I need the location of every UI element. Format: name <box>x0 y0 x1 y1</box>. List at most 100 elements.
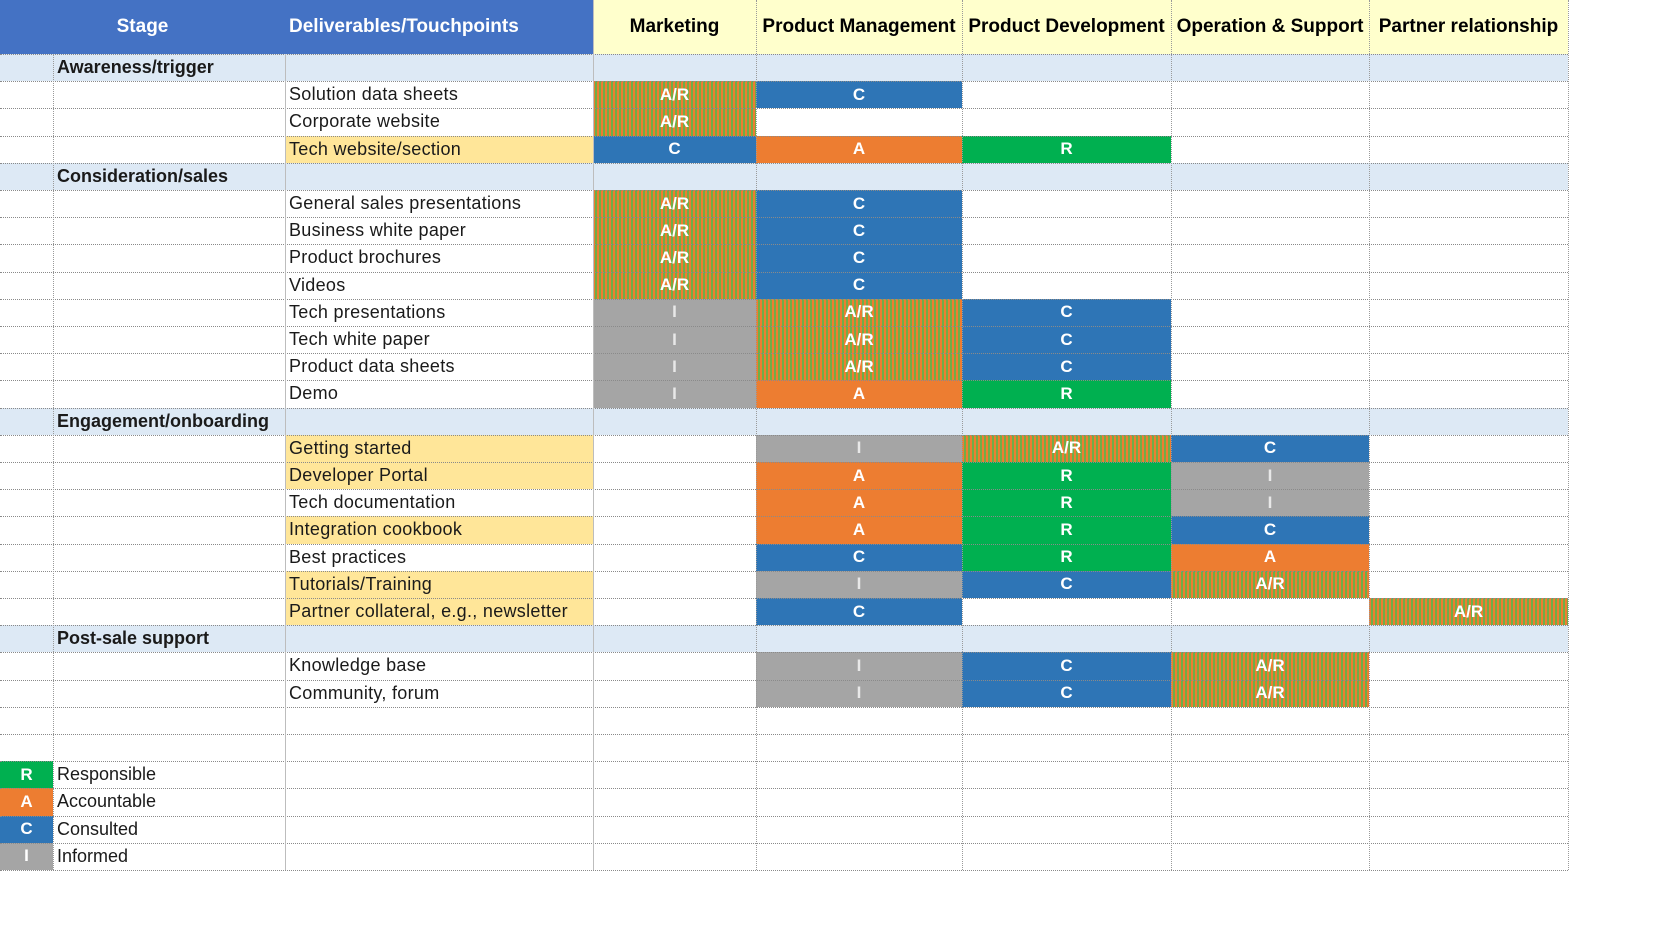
raci-cell: A/R <box>756 326 962 354</box>
raci-cell: I <box>593 326 756 354</box>
column-gridline <box>593 0 594 870</box>
deliverable-label: Community, forum <box>289 682 440 703</box>
raci-cell: C <box>756 190 962 218</box>
row-gridline <box>0 54 1568 55</box>
raci-cell: A <box>756 380 962 408</box>
raci-cell: C <box>1171 516 1369 544</box>
column-header-product-management: Product Management <box>756 0 962 54</box>
row-gridline <box>0 734 1568 735</box>
raci-cell: A <box>1171 543 1369 571</box>
stage-label: Engagement/onboarding <box>57 410 270 431</box>
deliverable-label: Tech documentation <box>289 492 456 513</box>
raci-cell: C <box>962 679 1171 707</box>
column-gridline <box>1171 0 1172 870</box>
deliverable-label: Tutorials/Training <box>285 570 593 598</box>
deliverable-label: Product data sheets <box>289 356 455 377</box>
legend-chip-i: I <box>0 842 53 870</box>
raci-cell: A/R <box>1171 570 1369 598</box>
deliverable-label: Solution data sheets <box>289 84 459 105</box>
deliverable-label: Demo <box>289 383 339 404</box>
stage-band <box>0 54 1568 82</box>
raci-cell: I <box>756 679 962 707</box>
column-gridline <box>1568 0 1569 870</box>
deliverable-label: Tech presentations <box>289 301 446 322</box>
deliverable-label: Developer Portal <box>285 462 593 490</box>
raci-cell: I <box>593 353 756 381</box>
column-header-operation-support: Operation & Support <box>1171 0 1369 54</box>
row-gridline <box>0 625 1568 627</box>
row-gridline <box>0 190 1568 191</box>
row-gridline <box>0 407 1568 409</box>
raci-cell: C <box>593 135 756 163</box>
deliverable-label: Business white paper <box>289 220 467 241</box>
row-gridline <box>0 135 1568 137</box>
column-header-product-development: Product Development <box>962 0 1171 54</box>
row-gridline <box>0 271 1568 273</box>
stage-label: Consideration/sales <box>57 165 229 186</box>
raci-cell: I <box>593 298 756 326</box>
raci-cell: A/R <box>1369 598 1568 626</box>
row-gridline <box>0 434 1568 436</box>
row-gridline <box>0 788 1568 790</box>
raci-cell: A <box>756 489 962 517</box>
row-gridline <box>0 244 1568 246</box>
raci-cell: A/R <box>1171 679 1369 707</box>
row-gridline <box>0 462 1568 463</box>
raci-cell: A/R <box>593 81 756 109</box>
legend-label: Responsible <box>57 764 157 785</box>
raci-cell: R <box>962 489 1171 517</box>
row-gridline <box>0 217 1568 219</box>
row-gridline <box>0 516 1568 518</box>
deliverable-label: Corporate website <box>289 111 441 132</box>
raci-cell: A/R <box>962 434 1171 462</box>
row-gridline <box>0 679 1568 681</box>
column-header-partner-relationship: Partner relationship <box>1369 0 1568 54</box>
raci-cell: C <box>962 353 1171 381</box>
raci-cell: R <box>962 543 1171 571</box>
raci-cell: C <box>962 652 1171 680</box>
raci-cell: C <box>756 217 962 245</box>
stage-band <box>0 162 1568 190</box>
raci-cell: C <box>962 570 1171 598</box>
raci-cell: C <box>962 298 1171 326</box>
deliverable-label: Product brochures <box>289 247 442 268</box>
column-header-stage: Stage <box>0 0 285 54</box>
raci-cell: A <box>756 462 962 490</box>
raci-cell: A/R <box>593 217 756 245</box>
column-header-marketing: Marketing <box>593 0 756 54</box>
deliverable-label: Best practices <box>289 546 407 567</box>
row-gridline <box>0 489 1568 491</box>
row-gridline <box>0 108 1568 110</box>
raci-cell: A/R <box>756 298 962 326</box>
raci-cell: A/R <box>593 190 756 218</box>
row-gridline <box>0 380 1568 382</box>
row-gridline <box>0 815 1568 817</box>
raci-cell: A <box>756 135 962 163</box>
row-gridline <box>0 543 1568 545</box>
row-gridline <box>0 706 1568 708</box>
deliverable-label: Getting started <box>285 434 593 462</box>
deliverable-label: Videos <box>289 274 346 295</box>
legend-chip-a: A <box>0 788 53 816</box>
raci-cell: C <box>1171 434 1369 462</box>
legend-chip-c: C <box>0 815 53 843</box>
raci-cell: I <box>756 652 962 680</box>
deliverable-label: Tech website/section <box>285 135 593 163</box>
deliverable-label: Integration cookbook <box>285 516 593 544</box>
column-gridline <box>53 54 54 870</box>
stage-label: Post-sale support <box>57 628 210 649</box>
raci-cell: A/R <box>593 271 756 299</box>
raci-cell: R <box>962 516 1171 544</box>
column-gridline <box>285 54 286 870</box>
row-gridline <box>0 162 1568 164</box>
column-gridline <box>1369 0 1370 870</box>
legend-label: Informed <box>57 845 129 866</box>
legend-chip-r: R <box>0 761 53 789</box>
row-gridline <box>0 298 1568 300</box>
column-gridline <box>756 0 757 870</box>
row-gridline <box>0 652 1568 654</box>
raci-cell: R <box>962 135 1171 163</box>
deliverable-label: Knowledge base <box>289 655 427 676</box>
deliverable-label: Partner collateral, e.g., newsletter <box>285 598 593 626</box>
raci-cell: R <box>962 462 1171 490</box>
